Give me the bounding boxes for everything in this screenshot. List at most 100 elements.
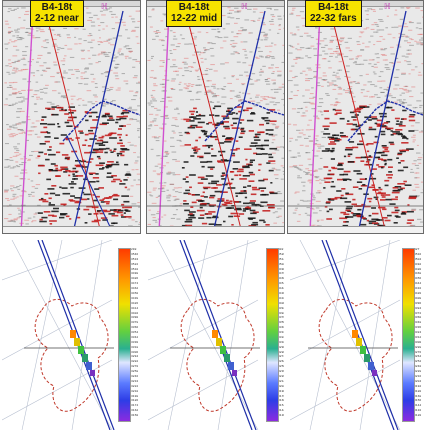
- time-axis: [147, 226, 284, 233]
- color-scale-tick: 3318: [131, 345, 139, 349]
- fault-line: [72, 10, 124, 233]
- color-scale-tick: 3168: [414, 394, 422, 398]
- color-scale-tick: 3250: [278, 365, 284, 369]
- color-scale-tick: 3228: [414, 370, 422, 374]
- cursor-marker-icon: ℍ: [101, 2, 108, 11]
- color-scale-tick: 3132: [414, 409, 422, 413]
- color-scale-tick: 3190: [278, 389, 284, 393]
- color-scale-tick: 3522: [131, 262, 139, 266]
- structure-top-horizon: [204, 100, 284, 142]
- color-scale-tick: 3492: [414, 262, 422, 266]
- color-scale-tick: 3214: [278, 379, 284, 383]
- color-scale-tick: 3312: [414, 335, 422, 339]
- color-scale-tick: 3334: [278, 331, 284, 334]
- color-scale-tick: 3514: [278, 257, 284, 261]
- grid-lines: [290, 240, 401, 430]
- panel-label-line2: 2-12 near: [35, 13, 79, 24]
- cursor-marker-icon: ℍ: [241, 2, 248, 11]
- color-scale-tick: 3186: [131, 399, 139, 403]
- color-scale-tick: 3498: [131, 272, 139, 276]
- color-scale-tick: 3252: [414, 360, 422, 364]
- color-scale-tick: 298: [131, 248, 137, 251]
- color-scale-tick: 3354: [131, 331, 139, 334]
- color-scale-tick: 3510: [131, 267, 139, 271]
- color-scale-tick: 3336: [414, 326, 422, 330]
- fault-line: [42, 1, 102, 233]
- color-scale-tick: 3478: [278, 272, 284, 276]
- color-scale-tick: 3546: [131, 252, 139, 256]
- color-scale-tick: 3216: [414, 374, 422, 378]
- color-scale-tick: 3382: [278, 311, 284, 315]
- color-scale-tick: 3504: [414, 257, 422, 261]
- amplitude-traces: [212, 330, 237, 376]
- color-scale-tick: 3274: [278, 355, 284, 359]
- color-scale-tick: 3516: [414, 252, 422, 256]
- color-scale-tick: 3474: [131, 282, 139, 286]
- panel-label-mid: B4-18t 12-22 mid: [166, 0, 223, 27]
- color-scale-tick: 3264: [414, 355, 422, 359]
- color-scale-tick: 3420: [414, 291, 422, 295]
- color-scale-tick: 3490: [278, 267, 284, 271]
- color-scale-tick: 3418: [278, 296, 284, 300]
- color-scale-tick: 3144: [414, 404, 422, 408]
- color-scale-tick: 3480: [414, 267, 422, 271]
- time-axis: [3, 226, 140, 233]
- cursor-marker-icon: ℍ: [384, 2, 391, 11]
- color-scale-tick: 3330: [131, 340, 139, 344]
- fault-line: [357, 10, 407, 233]
- well-trajectory: [309, 10, 321, 233]
- color-scale-tick: 3408: [414, 296, 422, 300]
- seismic-panel-far: [287, 0, 424, 234]
- color-scale-tick: 3306: [131, 350, 139, 354]
- color-scale-tick: 3222: [131, 384, 139, 388]
- color-scale-tick: 3310: [278, 340, 284, 344]
- color-scale-tick: 3270: [131, 365, 139, 369]
- color-scale-tick: 3450: [131, 291, 139, 295]
- color-scale-tick: 3202: [278, 384, 284, 388]
- panel-label-near: B4-18t 2-12 near: [30, 0, 84, 27]
- color-scale-tick: 3156: [414, 399, 422, 403]
- color-scale-tick: 3178: [278, 394, 284, 398]
- structure-top-horizon: [62, 100, 140, 142]
- structure-top-horizon: [347, 100, 423, 142]
- fault-line: [182, 1, 243, 233]
- fault-line: [327, 1, 387, 233]
- color-scale-tick: 3442: [278, 287, 284, 291]
- well-trajectory: [20, 10, 34, 233]
- well-path: [321, 240, 399, 430]
- color-scale-tick: 3324: [414, 331, 422, 334]
- grid-lines: [2, 240, 113, 430]
- panel-label-line1: B4-18t: [41, 2, 73, 13]
- color-scale-tick: 3454: [278, 282, 284, 286]
- seismic-panel-near: [2, 0, 141, 234]
- color-scale-tick: 3366: [131, 326, 139, 330]
- color-scale-tick: 3466: [278, 277, 284, 281]
- map-panel-near: 298 3546 3534 3522 3510 3498 3486 3474 3462 3450 3…: [2, 240, 145, 430]
- panel-label-line1: B4-18t: [178, 2, 210, 13]
- color-scale-tick: 3526: [278, 252, 284, 256]
- amplitude-traces: [352, 330, 377, 376]
- map-panel-mid: 4023526351435023490347834663454344234303…: [148, 240, 284, 430]
- well-trajectory: [158, 10, 170, 233]
- fault-line: [212, 10, 266, 233]
- color-scale-tick: 3444: [414, 282, 422, 286]
- grid-lines: [148, 240, 259, 430]
- time-axis: [288, 226, 423, 233]
- color-scale-tick: 3406: [278, 301, 284, 305]
- color-scale-tick: 3276: [414, 350, 422, 354]
- seismic-amplitude-texture: [288, 7, 423, 229]
- color-scale-tick: 3154: [278, 404, 284, 408]
- color-scale-tick: 3430: [278, 291, 284, 295]
- color-scale-tick: 3378: [131, 321, 139, 325]
- color-scale-tick: 3360: [414, 316, 422, 320]
- color-scale-tick: 3166: [278, 399, 284, 403]
- color-scale-tick: 3298: [278, 345, 284, 349]
- color-scale-tick: 3162: [131, 409, 139, 413]
- color-scale-tick: 3502: [278, 262, 284, 266]
- map-view-far: [290, 240, 401, 430]
- color-scale-tick: 3198: [131, 394, 139, 398]
- panel-label-line2: 22-32 fars: [310, 13, 357, 24]
- seismic-section-near: [3, 1, 140, 233]
- color-scale-tick: 3396: [414, 301, 422, 305]
